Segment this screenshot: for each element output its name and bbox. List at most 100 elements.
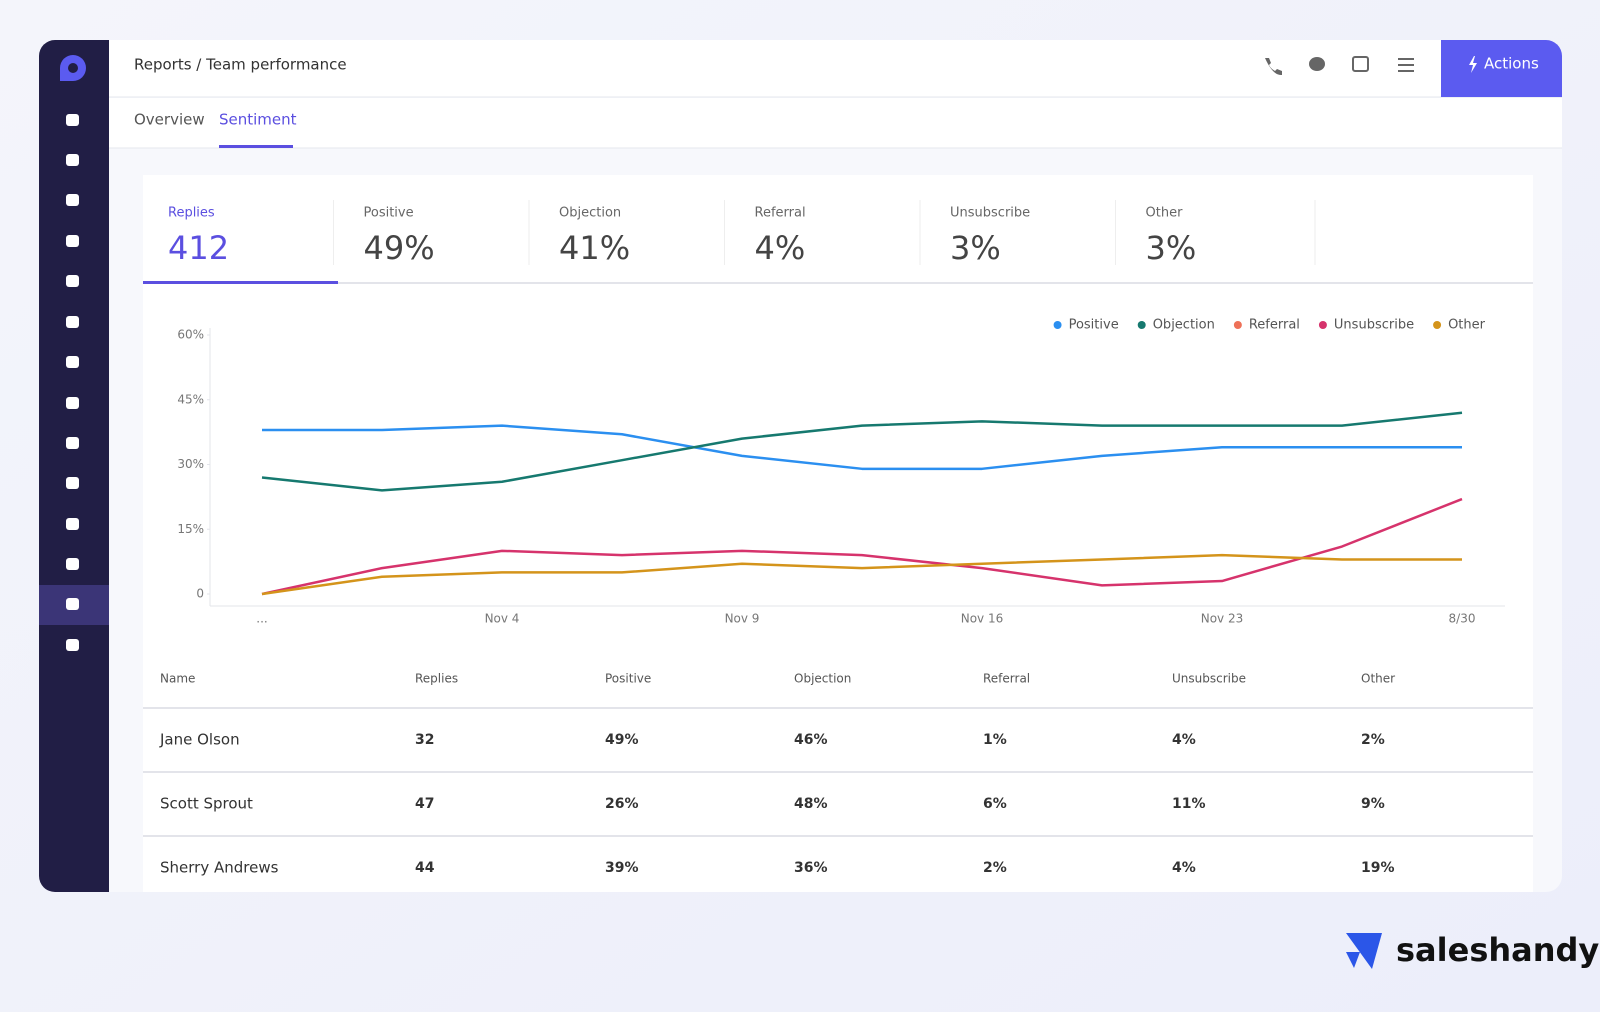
legend-label: Unsubscribe [1334, 318, 1414, 333]
legend-label: Objection [1153, 318, 1215, 333]
legend-label: Other [1448, 318, 1486, 333]
table-cell: 39% [605, 860, 639, 876]
stat-label: Positive [364, 206, 414, 221]
table-cell: 11% [1172, 796, 1206, 812]
x-tick-label: Nov 9 [725, 612, 760, 626]
actions-button[interactable] [1441, 40, 1562, 97]
table-cell: Sherry Andrews [160, 859, 279, 877]
brand-icon [1346, 933, 1382, 969]
stat-underline [143, 281, 338, 284]
stat-label: Replies [168, 206, 215, 221]
nav-icon[interactable] [66, 316, 79, 328]
series-line [261, 553, 1462, 596]
nav-icon[interactable] [66, 275, 79, 287]
calendar-icon[interactable] [1352, 56, 1369, 72]
y-tick-label: 45% [177, 392, 204, 406]
table-cell: 46% [794, 732, 828, 748]
legend-dot [1233, 321, 1242, 329]
sidebar-icons [66, 114, 79, 651]
table-cell: 48% [794, 796, 828, 812]
column-header: Positive [605, 672, 651, 686]
brand: saleshandy [1396, 931, 1599, 969]
series-line [261, 497, 1463, 596]
table-cell: 9% [1361, 796, 1385, 812]
table-cell: 4% [1172, 860, 1196, 876]
y-tick-label: 15% [177, 522, 204, 536]
stat-label: Referral [755, 206, 806, 221]
bolt-icon [1469, 56, 1477, 73]
y-tick-label: 60% [177, 328, 204, 342]
x-tick-label: Nov 23 [1201, 612, 1244, 626]
phone-icon[interactable] [1265, 58, 1282, 76]
nav-icon[interactable] [66, 518, 79, 530]
legend-dot [1318, 321, 1327, 329]
table-cell: 26% [605, 796, 639, 812]
series-line [262, 424, 1462, 471]
x-tick-label: 8/30 [1449, 612, 1476, 626]
table-cell: 6% [983, 796, 1007, 812]
sidebar [39, 40, 109, 892]
stat-value: 3% [950, 229, 1001, 267]
table-cell: 44 [415, 860, 435, 876]
legend-dot [1137, 321, 1146, 329]
table-cell: Scott Sprout [160, 795, 253, 813]
table-cell: 32 [415, 732, 434, 748]
tab-active[interactable]: Sentiment [219, 111, 297, 129]
column-header: Unsubscribe [1172, 672, 1246, 686]
nav-icon[interactable] [66, 558, 79, 570]
column-header: Name [160, 672, 195, 686]
table-cell: 36% [794, 860, 828, 876]
table-cell: 47 [415, 796, 434, 812]
table-cell: 4% [1172, 732, 1196, 748]
table-cell: 2% [983, 860, 1007, 876]
table-cell: Jane Olson [159, 731, 240, 749]
column-header: Objection [794, 672, 851, 686]
column-header: Other [1361, 672, 1395, 686]
stat-value: 4% [755, 229, 806, 267]
legend-dot [1053, 321, 1062, 329]
stat-value: 412 [168, 229, 229, 267]
column-header: Referral [983, 672, 1030, 686]
y-tick-label: 0 [196, 587, 204, 601]
breadcrumb: Reports / Team performance [134, 56, 347, 74]
nav-icon[interactable] [66, 114, 79, 126]
table-cell: 2% [1361, 732, 1385, 748]
logo-hole [68, 63, 78, 73]
legend-label: Referral [1249, 318, 1300, 333]
nav-icon[interactable] [66, 639, 79, 651]
series-line [261, 411, 1463, 492]
app-window: Reports / Team performance Actions Overv… [39, 40, 1562, 892]
tasks-icon[interactable] [1398, 58, 1414, 72]
stat-value: 49% [364, 229, 435, 267]
x-tick-label: Nov 16 [961, 612, 1004, 626]
actions-label[interactable]: Actions [1484, 55, 1539, 73]
report-card [143, 175, 1533, 892]
table-cell: 19% [1361, 860, 1395, 876]
tab-underline [219, 145, 293, 148]
nav-icon[interactable] [66, 397, 79, 409]
tab[interactable]: Overview [134, 111, 205, 129]
nav-icon[interactable] [66, 437, 79, 449]
legend-dot [1433, 321, 1442, 329]
chat-icon[interactable] [1309, 57, 1325, 71]
nav-icon[interactable] [66, 356, 79, 368]
stat-value: 3% [1146, 229, 1197, 267]
y-tick-label: 30% [177, 457, 204, 471]
stat-label: Objection [559, 206, 621, 221]
nav-icon[interactable] [66, 477, 79, 489]
stat-value: 41% [559, 229, 630, 267]
nav-icon[interactable] [66, 598, 79, 610]
x-tick-label: ... [256, 612, 267, 626]
table-cell: 1% [983, 732, 1007, 748]
topbar-icons [1265, 56, 1414, 76]
tabbar [109, 98, 1562, 148]
nav-icon[interactable] [66, 235, 79, 247]
nav-icon[interactable] [66, 194, 79, 206]
nav-icon[interactable] [66, 154, 79, 166]
legend-label: Positive [1069, 318, 1119, 333]
column-header: Replies [415, 672, 458, 686]
table-cell: 49% [605, 732, 639, 748]
stat-label: Other [1146, 206, 1184, 221]
